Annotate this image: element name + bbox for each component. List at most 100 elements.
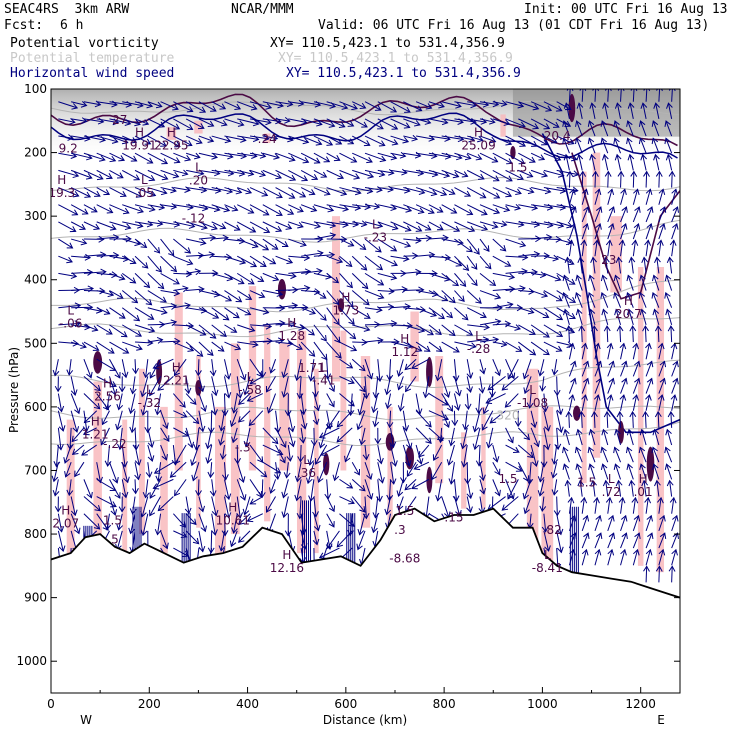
wind-vector: [632, 206, 641, 223]
wind-vector: [160, 203, 178, 210]
wind-vector: [568, 360, 577, 377]
pv-value-label: 1.5: [395, 504, 414, 518]
wind-vector: [530, 444, 539, 468]
wind-vector: [122, 169, 141, 181]
legend-theta-name: Potential temperature: [10, 51, 175, 66]
pv-extremum-marker: L: [320, 361, 327, 375]
wind-vector: [160, 186, 177, 194]
wind-vector: [638, 120, 647, 137]
wind-vector: [618, 496, 626, 514]
wind-vector: [160, 530, 169, 550]
wind-vector: [301, 221, 321, 229]
wind-vector: [160, 303, 178, 310]
wind-vector: [96, 290, 115, 298]
wind-vector: [416, 234, 432, 242]
wind-vector: [615, 256, 623, 274]
wind-vector: [669, 496, 677, 514]
wind-vector: [58, 169, 80, 179]
wind-vector: [543, 410, 551, 432]
wind-vector: [51, 462, 59, 483]
wind-vector: [418, 444, 430, 458]
wind-vector: [641, 479, 649, 497]
wind-vector: [667, 325, 675, 343]
wind-vector: [671, 360, 679, 377]
wind-vector: [211, 290, 233, 302]
wind-vector: [575, 463, 583, 480]
pv-shading-plume: [387, 406, 393, 535]
wind-vector: [645, 532, 654, 549]
wind-vector: [530, 427, 540, 448]
pv-value-label: 1.12: [391, 345, 418, 359]
wind-vector: [669, 239, 677, 257]
wind-vector: [281, 376, 289, 398]
wind-vector: [396, 496, 404, 511]
wind-vector: [246, 393, 264, 402]
wind-vector: [275, 444, 286, 464]
wind-vector: [481, 410, 494, 431]
wind-vector: [339, 290, 354, 308]
wind-vector: [259, 359, 267, 379]
wind-vector: [109, 496, 118, 516]
wind-vector: [428, 254, 452, 261]
wind-vector: [339, 152, 358, 163]
wind-vector: [326, 376, 336, 393]
wind-vector: [479, 336, 500, 344]
wind-vector: [614, 428, 622, 446]
wind-vector: [351, 376, 366, 393]
wind-vector: [562, 137, 570, 154]
wind-vector: [390, 135, 410, 144]
pv-value-label: .24: [258, 132, 277, 146]
wind-vector: [237, 307, 252, 316]
pv-extremum-marker: H: [474, 125, 483, 139]
wind-vector: [626, 463, 634, 480]
wind-vector: [405, 376, 417, 393]
pv-value-label: 23: [601, 253, 616, 267]
wind-vector: [339, 118, 355, 127]
wind-vector: [122, 255, 137, 265]
wind-vector: [275, 255, 294, 265]
wind-vector: [83, 204, 98, 213]
wind-vector: [116, 513, 124, 531]
wind-vector: [300, 324, 315, 336]
pv-extremum-marker: H: [61, 504, 70, 518]
wind-vector: [224, 272, 245, 285]
wind-vector: [479, 187, 501, 199]
wind-vector: [236, 479, 247, 501]
wind-vector: [671, 206, 679, 223]
wind-vector: [364, 118, 384, 130]
wind-vector: [600, 137, 609, 154]
wind-vector: [237, 410, 251, 423]
wind-vector: [288, 187, 307, 198]
wind-vector: [581, 206, 590, 223]
wind-vector: [576, 153, 584, 171]
wind-vector: [326, 393, 335, 408]
wind-vector: [518, 135, 538, 147]
wind-vector: [173, 255, 194, 266]
wind-vector: [185, 513, 197, 526]
wind-vector: [275, 187, 296, 199]
wind-vector: [326, 169, 345, 180]
y-tick-label: 100: [24, 82, 47, 96]
wind-vector: [404, 479, 417, 491]
pv-shading-plume: [435, 356, 444, 484]
wind-vector: [563, 308, 570, 326]
wind-vector: [70, 169, 93, 180]
wind-vector: [173, 341, 195, 352]
wind-vector: [556, 393, 564, 416]
wind-vector: [402, 444, 412, 467]
wind-vector: [173, 118, 194, 131]
pv-blob: [572, 405, 581, 421]
wind-vector: [396, 479, 404, 498]
wind-vector: [224, 341, 242, 351]
wind-vector: [632, 532, 641, 549]
wind-vector: [607, 532, 616, 549]
x-tick-label: 1000: [527, 697, 558, 711]
wind-vector: [594, 360, 603, 377]
pv-value-label: -8.41: [532, 561, 563, 575]
wind-vector: [237, 340, 259, 348]
wind-vector: [286, 444, 294, 462]
pv-value-label: 19.3: [48, 186, 75, 200]
wind-vector: [627, 153, 635, 171]
wind-vector: [466, 204, 488, 216]
wind-vector: [351, 290, 370, 306]
